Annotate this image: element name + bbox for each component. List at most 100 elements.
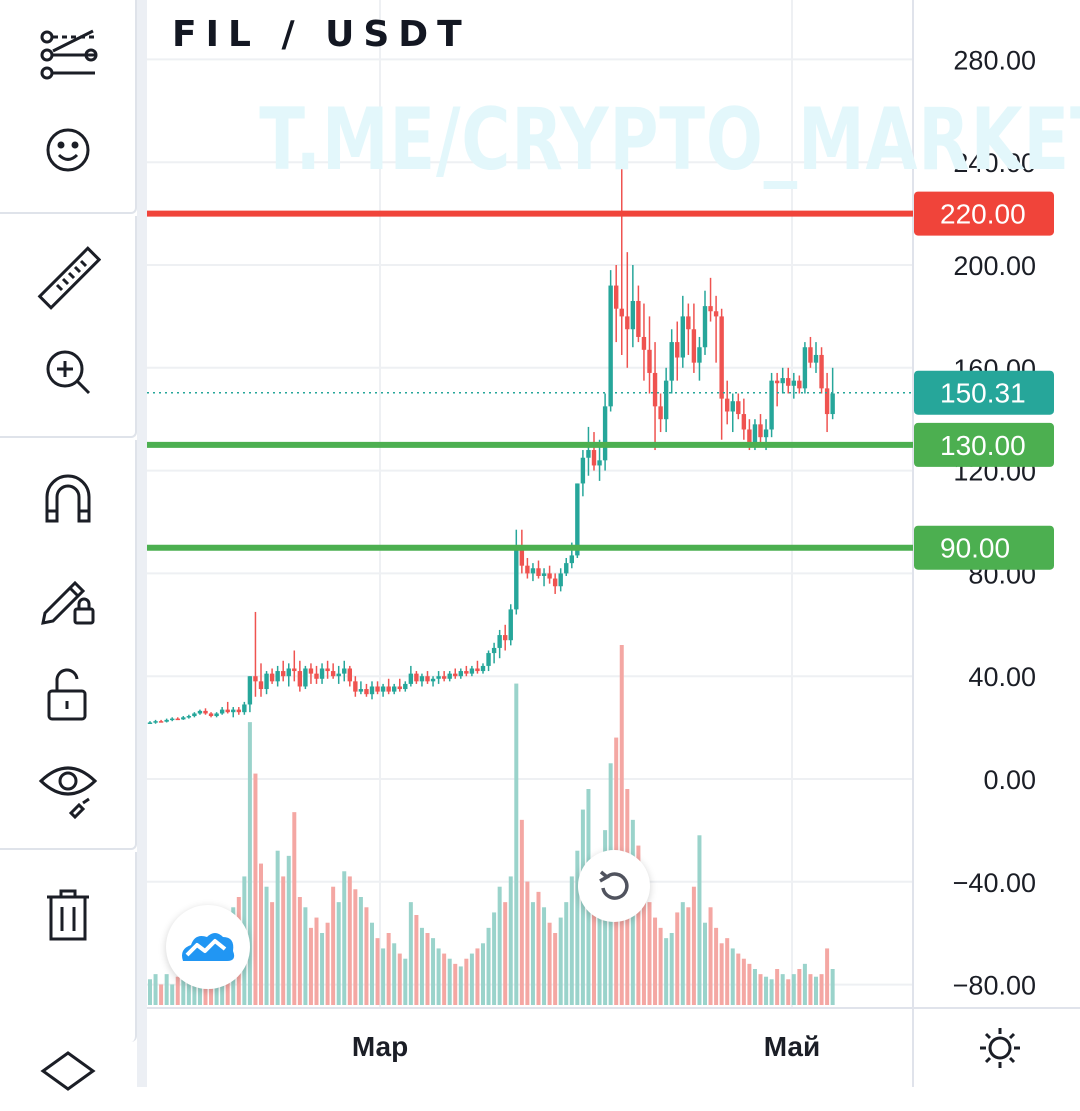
eye-icon[interactable] xyxy=(30,756,106,820)
reset-chart-button[interactable] xyxy=(578,850,650,922)
volume-bar xyxy=(819,974,824,1005)
volume-bar xyxy=(569,876,574,1005)
candle-body xyxy=(364,689,369,695)
volume-bar xyxy=(730,948,735,1005)
volume-bar xyxy=(253,773,258,1005)
x-tick-label: Май xyxy=(764,1031,820,1062)
volume-bar xyxy=(436,948,441,1005)
candle-body xyxy=(691,329,697,363)
candle-body xyxy=(153,721,158,723)
volume-bar xyxy=(186,969,191,1005)
candle-body xyxy=(414,673,419,682)
candle-body xyxy=(441,676,447,679)
candle-body xyxy=(491,647,497,654)
candle-body xyxy=(342,668,347,674)
candle-body xyxy=(514,547,519,610)
x-tick-label: Мар xyxy=(352,1031,408,1062)
candle-body xyxy=(314,673,319,679)
volume-bar xyxy=(464,958,469,1005)
candle-body xyxy=(786,378,791,386)
candle-body xyxy=(236,709,241,713)
trend-lines-icon[interactable] xyxy=(30,26,106,90)
volume-bar xyxy=(447,958,452,1005)
volume-bar xyxy=(736,953,741,1005)
smiley-icon[interactable] xyxy=(30,118,106,182)
volume-bar xyxy=(508,876,513,1005)
volume-bar xyxy=(164,974,169,1005)
price-tag-label: 90.00 xyxy=(940,533,1010,564)
volume-bar xyxy=(825,948,830,1005)
candle-body xyxy=(308,668,314,674)
volume-bar xyxy=(636,845,641,1005)
candle-body xyxy=(419,676,425,682)
candle-body xyxy=(292,668,297,672)
candle-body xyxy=(170,718,175,721)
candle-body xyxy=(752,424,758,443)
volume-bar xyxy=(192,974,197,1005)
candle-body xyxy=(425,676,430,682)
volume-bar xyxy=(320,933,325,1005)
volume-bar xyxy=(641,881,646,1005)
candle-body xyxy=(203,710,208,714)
y-tick-label: 200.00 xyxy=(953,251,1036,281)
time-axis: Мар Май xyxy=(352,1031,820,1062)
volume-bar xyxy=(830,969,835,1005)
volume-bar xyxy=(786,979,791,1005)
volume-bar xyxy=(669,933,674,1005)
volume-bar xyxy=(741,958,746,1005)
chart-settings-button[interactable] xyxy=(972,1020,1028,1076)
candle-body xyxy=(608,285,613,407)
candle-body xyxy=(625,316,630,330)
volume-bar xyxy=(775,969,780,1005)
candle-body xyxy=(380,686,386,692)
volume-bar xyxy=(381,948,386,1005)
sun-settings-icon xyxy=(980,1028,1020,1068)
volume-bar xyxy=(619,645,624,1005)
volume-bar xyxy=(408,902,413,1005)
candle-body xyxy=(819,354,824,389)
volume-bar xyxy=(580,809,585,1005)
candle-body xyxy=(158,721,164,723)
volume-bar xyxy=(486,927,491,1005)
candle-body xyxy=(480,665,486,672)
candle-body xyxy=(319,668,325,679)
volume-bar xyxy=(725,938,730,1005)
y-tick-label: −40.00 xyxy=(953,868,1036,898)
candle-body xyxy=(336,673,341,677)
candle-body xyxy=(392,686,397,692)
volume-bar xyxy=(458,966,463,1005)
zoom-in-icon[interactable] xyxy=(30,340,106,404)
magnet-icon[interactable] xyxy=(30,466,106,530)
candle-body xyxy=(547,573,552,579)
candle-body xyxy=(303,668,308,687)
candle-body xyxy=(647,349,652,373)
volume-bar xyxy=(664,938,669,1005)
tradingview-logo-button[interactable] xyxy=(166,905,250,989)
candle-body xyxy=(325,668,330,672)
trash-icon[interactable] xyxy=(30,882,106,946)
reset-icon xyxy=(599,870,629,900)
volume-bar xyxy=(675,912,680,1005)
lock-drawings-icon[interactable] xyxy=(30,564,106,628)
horizontal-levels xyxy=(147,210,913,551)
volume-bar xyxy=(469,953,474,1005)
unlock-icon[interactable] xyxy=(30,662,106,726)
volume-bar xyxy=(259,863,263,1005)
price-tag-label: 130.00 xyxy=(940,430,1026,461)
candle-body xyxy=(186,716,192,718)
volume-bar xyxy=(303,907,308,1005)
symbol-title[interactable]: FIL / USDT xyxy=(172,14,471,55)
volume-bar xyxy=(497,886,502,1005)
volume-bar xyxy=(425,933,430,1005)
candle-body xyxy=(602,406,608,461)
candle-body xyxy=(641,336,647,350)
volume-bar xyxy=(308,927,313,1005)
volume-bar xyxy=(547,922,552,1005)
volume-bar xyxy=(453,963,458,1005)
volume-bar xyxy=(597,855,602,1005)
volume-bar xyxy=(247,722,252,1005)
ruler-icon[interactable] xyxy=(30,246,106,310)
price-tags: 220.00 130.00 90.00 150.31 xyxy=(914,191,1054,570)
price-tag-label: 220.00 xyxy=(940,199,1026,230)
candle-body xyxy=(708,306,713,312)
